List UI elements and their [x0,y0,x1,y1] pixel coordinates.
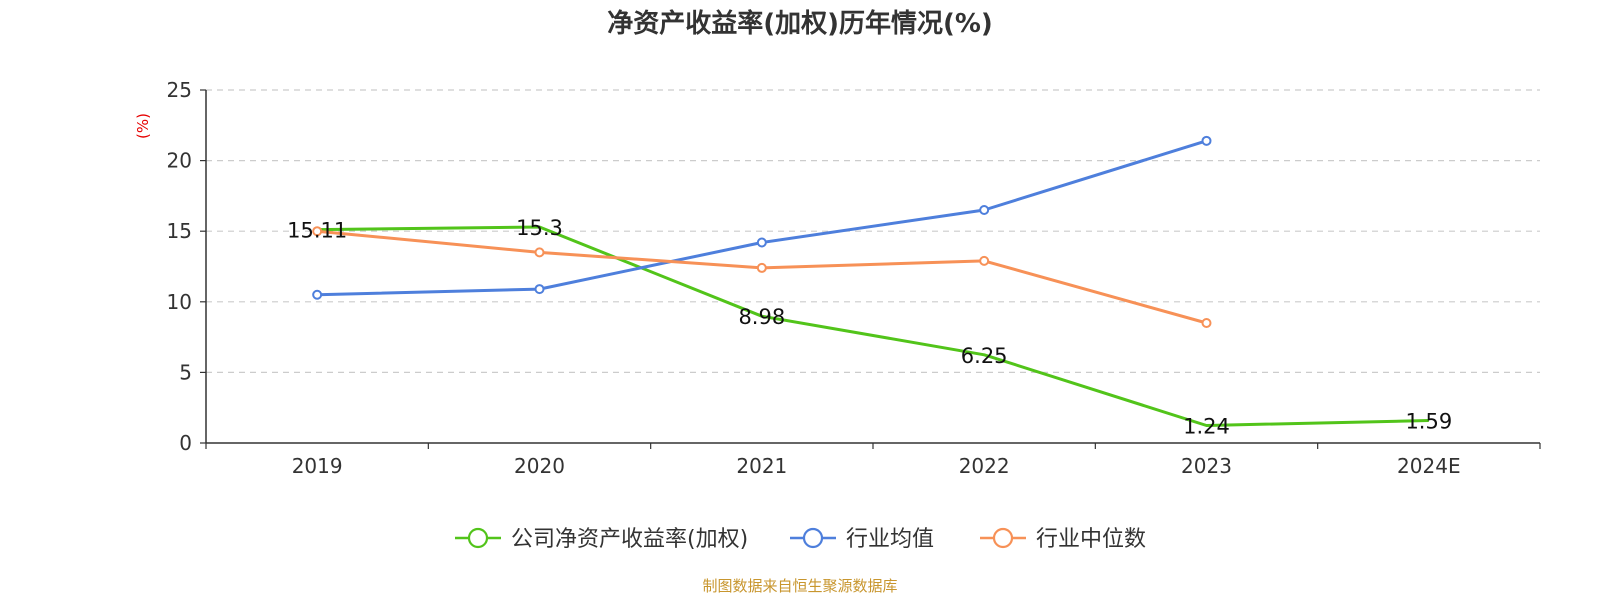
legend[interactable]: 公司净资产收益率(加权) 行业均值 行业中位数 [455,527,1146,552]
legend-item-3[interactable]: 行业中位数 [980,527,1146,552]
y-tick-label: 25 [167,78,192,102]
x-tick-label: 2020 [514,454,565,478]
data-label: 1.24 [1183,414,1230,438]
legend-item-2[interactable]: 行业均值 [790,527,934,552]
chart-title: 净资产收益率(加权)历年情况(%) [607,8,993,39]
legend-label: 公司净资产收益率(加权) [511,527,748,552]
y-tick-label: 20 [167,149,192,173]
y-tick-label: 10 [167,290,192,314]
y-tick-label: 0 [179,431,192,455]
series-3-point [1201,317,1212,328]
series-2-point [312,289,323,300]
y-tick-label: 5 [179,360,192,384]
series-3-point [312,226,323,237]
series-2-point [1201,135,1212,146]
source-note: 制图数据来自恒生聚源数据库 [702,577,897,595]
data-labels: 15.11 15.3 8.98 6.25 1.24 1.59 [287,216,1452,439]
series-3-point [979,255,990,266]
data-label: 15.3 [516,216,563,240]
legend-marker [992,527,1014,549]
series-2-point [756,237,767,248]
legend-label: 行业中位数 [1036,527,1146,552]
series-2-point [534,284,545,295]
legend-item-1[interactable]: 公司净资产收益率(加权) [455,527,748,552]
data-label: 15.11 [287,219,347,243]
series-lines [312,135,1429,427]
data-label: 1.59 [1405,410,1452,434]
x-tick-label: 2022 [959,454,1010,478]
legend-label: 行业均值 [846,527,934,552]
x-tick-label: 2024E [1397,454,1461,478]
y-tick-label: 15 [167,219,192,243]
data-label: 6.25 [961,344,1008,368]
legend-marker [802,527,824,549]
x-tick-label: 2019 [292,454,343,478]
series-line-1 [317,225,1429,427]
series-2-point [979,205,990,216]
grid-lines [206,89,1540,373]
x-tick-label: 2021 [736,454,787,478]
series-3-point [756,262,767,273]
x-tick-label: 2023 [1181,454,1232,478]
data-label: 8.98 [738,305,785,329]
series-3-point [534,247,545,258]
y-axis-unit-label: (%) [134,113,152,139]
axes: 0 5 10 15 20 25 2019 2020 2021 2022 2023 2024E [167,78,1541,478]
legend-marker [467,527,489,549]
